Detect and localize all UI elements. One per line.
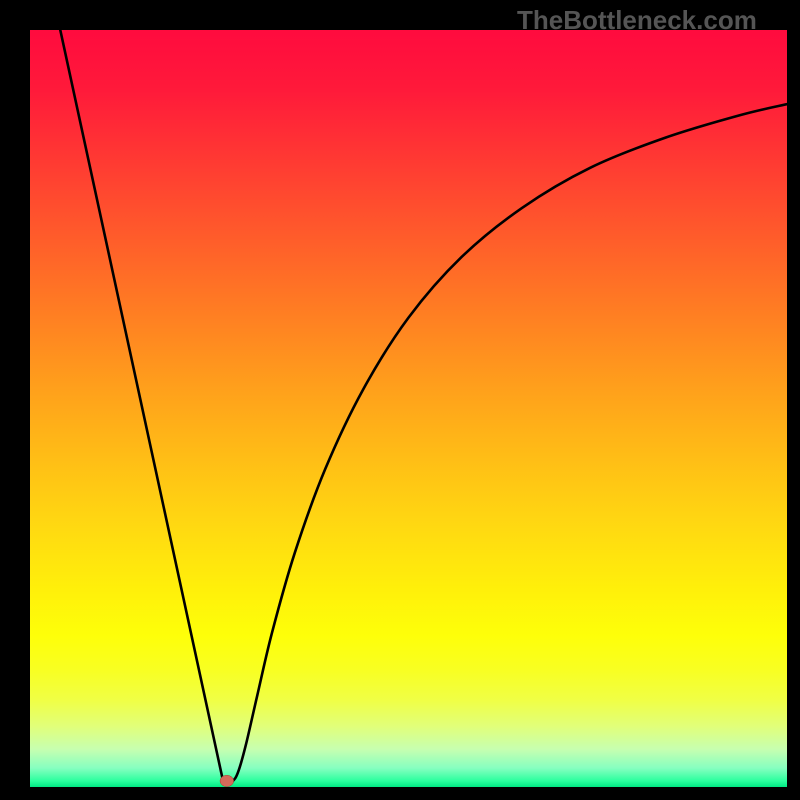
bottleneck-chart <box>30 30 787 787</box>
chart-svg <box>30 30 787 787</box>
optimal-point-marker <box>220 775 234 786</box>
watermark-source: TheBottleneck.com <box>517 5 757 36</box>
